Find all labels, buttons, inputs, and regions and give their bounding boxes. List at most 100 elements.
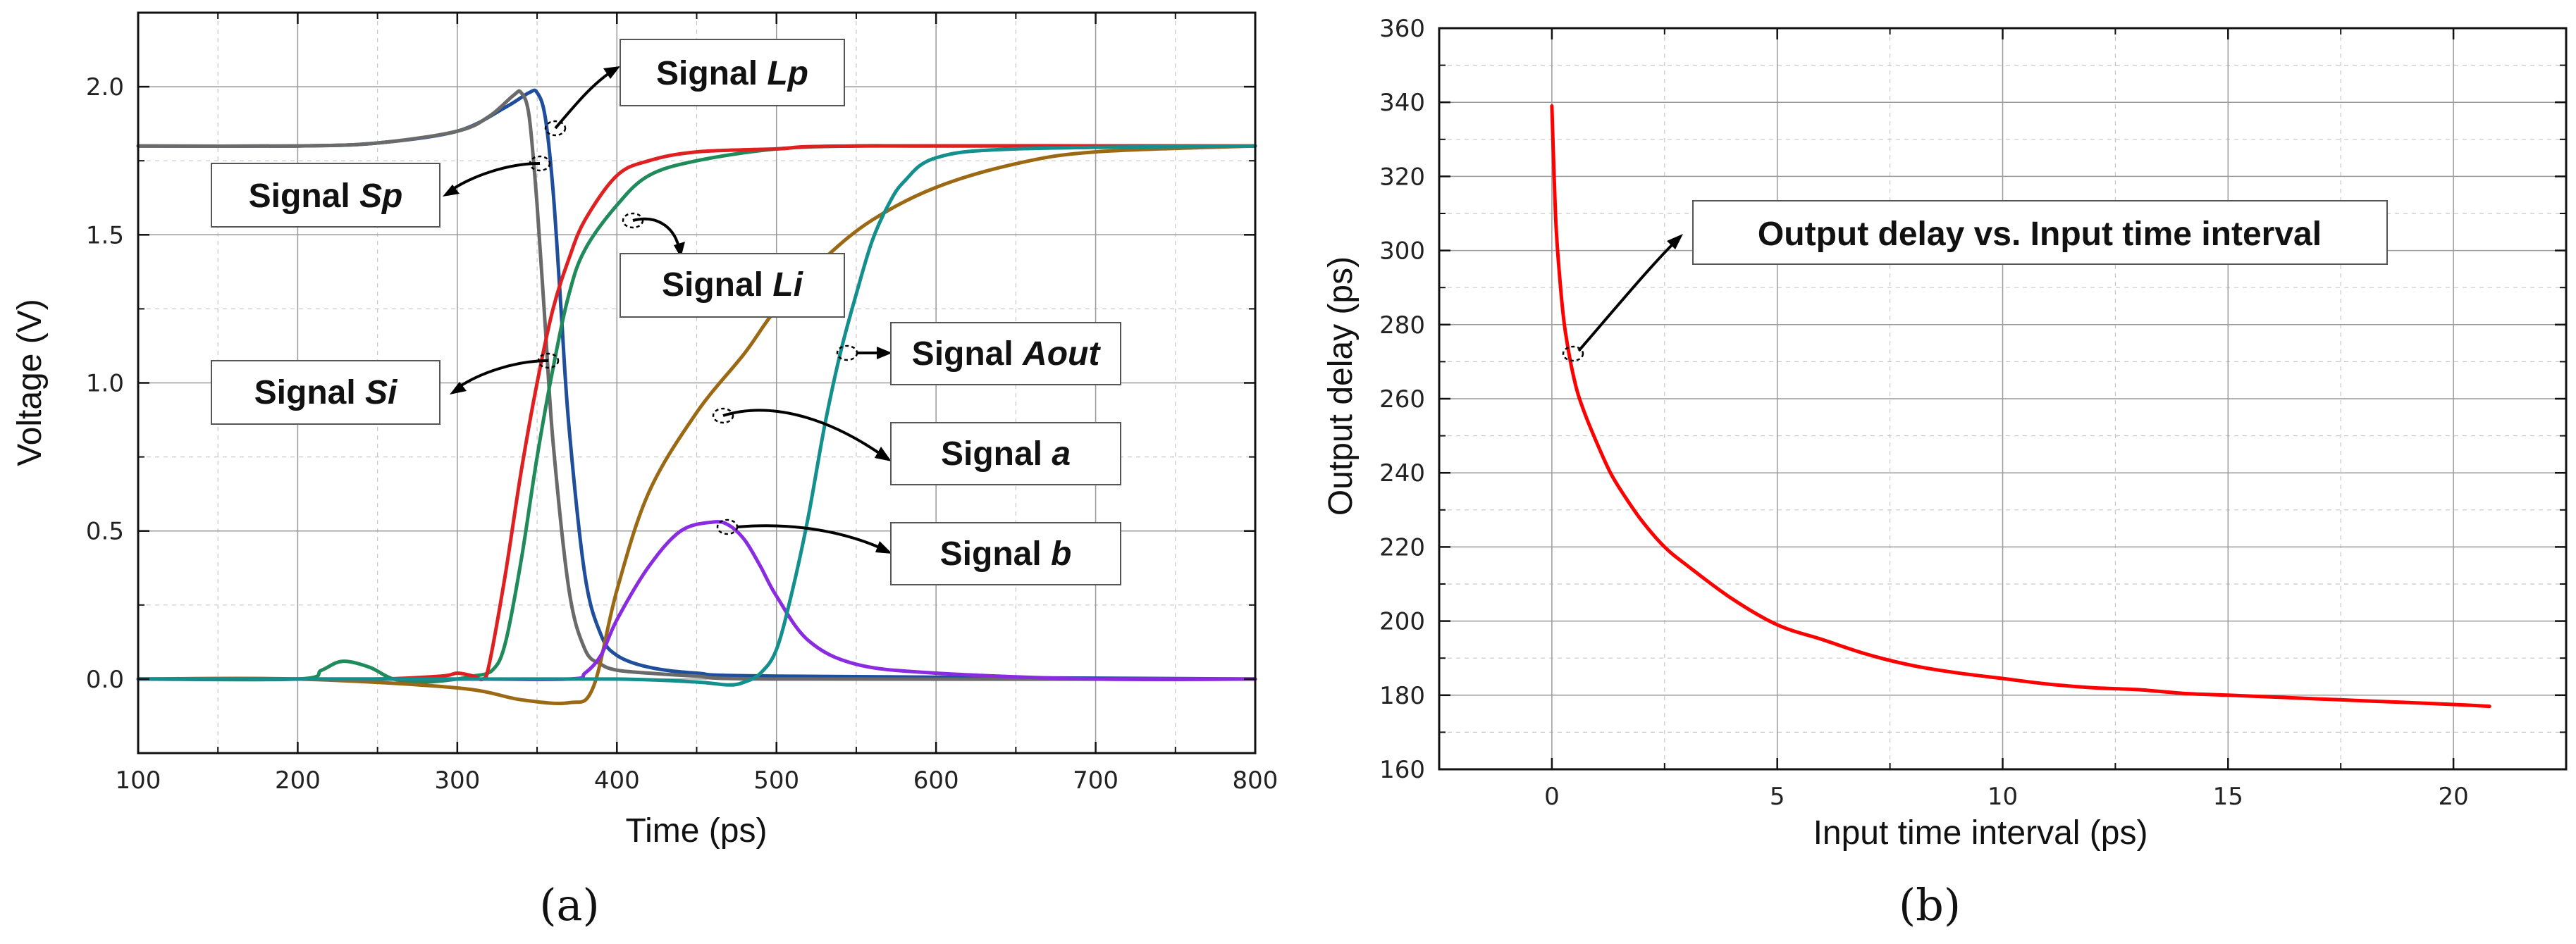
label-prefix: Signal <box>249 178 359 215</box>
label-box-b <box>890 522 1121 585</box>
label-name: Aout <box>1022 335 1101 373</box>
y-tick-label: 280 <box>1379 311 1425 340</box>
chart-b-grid <box>1439 28 2566 769</box>
x-tick-label: 800 <box>1233 766 1278 795</box>
label-name: b <box>1051 535 1071 573</box>
annotation-signal-sp: Signal Sp <box>211 155 551 228</box>
arrowhead-b <box>875 541 892 554</box>
marker-ellipse-lp <box>544 120 567 137</box>
arrowhead-si <box>450 382 467 395</box>
label-box-a <box>890 422 1121 485</box>
label-prefix: Signal <box>254 374 365 411</box>
label-prefix: Signal <box>662 266 772 304</box>
x-tick-label: 500 <box>753 766 799 795</box>
x-tick-label: 400 <box>594 766 640 795</box>
arrowhead-li <box>674 242 685 258</box>
label-prefix: Signal <box>656 55 767 92</box>
y-tick-label: 2.0 <box>86 73 124 101</box>
y-tick-label: 200 <box>1379 608 1425 636</box>
arrow-a <box>722 409 882 456</box>
arrow-delay <box>1577 242 1675 352</box>
arrow-li <box>632 217 680 247</box>
y-tick-label: 160 <box>1379 756 1425 784</box>
y-tick-label: 300 <box>1379 237 1425 266</box>
arrowhead-a <box>875 447 892 461</box>
label-name: Sp <box>359 178 402 215</box>
chart-b-series <box>1550 104 2491 709</box>
marker-ellipse-delay <box>1562 345 1584 362</box>
y-tick-label: 180 <box>1379 682 1425 710</box>
label-signal-lp: Signal Lp <box>656 55 808 92</box>
chart-b-tick-labels: 0 5 10 15 20 160 180 200 220 240 260 280 300 320 340 36… <box>1379 15 2469 811</box>
annotation-output-delay: Output delay vs. Input time interval <box>1562 200 2388 362</box>
x-tick-label: 15 <box>2213 783 2243 811</box>
label-signal-li: Signal Li <box>662 266 804 304</box>
y-tick-label: 260 <box>1379 385 1425 414</box>
arrowhead-delay <box>1667 234 1683 249</box>
arrowhead-sp <box>443 185 460 197</box>
annotation-signal-b: Signal b <box>716 518 1121 585</box>
chart-b-panel-label: (b) <box>1899 879 1961 931</box>
label-box-delay <box>1692 200 2388 265</box>
x-tick-label: 0 <box>1544 783 1560 811</box>
x-tick-label: 700 <box>1073 766 1118 795</box>
chart-a-series <box>136 88 1257 706</box>
label-prefix: Signal <box>941 435 1052 473</box>
label-box-sp <box>211 163 440 228</box>
chart-b-ticks <box>1439 27 2566 771</box>
y-tick-label: 1.5 <box>86 221 124 249</box>
annotation-signal-li: Signal Li <box>620 212 845 318</box>
label-signal-a: Signal a <box>941 435 1071 473</box>
y-tick-label: 220 <box>1379 533 1425 561</box>
arrow-sp <box>450 162 541 192</box>
y-tick-label: 1.0 <box>86 370 124 398</box>
y-tick-label: 340 <box>1379 89 1425 117</box>
chart-a: 100 200 300 400 500 600 700 8000.00.51.01.52.0 … <box>11 11 1278 931</box>
arrow-lp <box>554 70 612 130</box>
label-signal-sp: Signal Sp <box>249 178 403 215</box>
label-name: a <box>1052 435 1071 473</box>
arrowhead-aout <box>877 347 892 359</box>
chart-a-ticks <box>137 13 1257 753</box>
arrow-b <box>737 524 882 549</box>
marker-ellipse-li <box>622 212 644 229</box>
y-tick-label: 0.0 <box>86 666 124 694</box>
label-signal-si: Signal Si <box>254 374 398 411</box>
chart-b-y-axis-label: Output delay (ps) <box>1322 256 1360 516</box>
series-line-output-delay-vs-input-time-interval <box>1550 104 2491 709</box>
label-prefix: Signal <box>912 335 1023 373</box>
label-output-delay: Output delay vs. Input time interval <box>1758 216 2322 253</box>
label-box-li <box>620 253 845 318</box>
y-tick-label: 0.5 <box>86 518 124 546</box>
arrow-si <box>457 359 549 389</box>
label-box-lp <box>620 39 845 106</box>
chart-a-panel-label: (a) <box>539 879 599 931</box>
y-tick-label: 320 <box>1379 163 1425 191</box>
y-tick-label: 360 <box>1379 15 1425 43</box>
series-line-signal-si <box>136 144 1257 682</box>
x-tick-label: 600 <box>913 766 959 795</box>
label-prefix: Signal <box>940 535 1051 573</box>
chart-a-tick-labels: 100 200 300 400 500 600 700 800 0.0 0.5 1.0 1.5 2.0 <box>86 73 1278 795</box>
label-name: Li <box>772 266 803 304</box>
y-tick-label: 240 <box>1379 459 1425 487</box>
label-name: Si <box>365 374 398 411</box>
annotation-signal-aout: Signal Aout <box>836 322 1121 385</box>
label-box-si <box>211 360 440 425</box>
annotation-signal-a: Signal a <box>712 407 1121 485</box>
chart-a-x-axis-label: Time (ps) <box>626 812 768 850</box>
chart-b: 0 5 10 15 20 160 180 200 220 240 260 280 300 320 340 36… <box>1322 15 2568 931</box>
label-signal-aout: Signal Aout <box>912 335 1102 373</box>
x-tick-label: 20 <box>2438 783 2468 811</box>
x-tick-label: 100 <box>116 766 161 795</box>
label-name: Lp <box>767 55 808 92</box>
arrowhead-lp <box>603 66 620 79</box>
x-tick-label: 300 <box>434 766 480 795</box>
x-tick-label: 200 <box>275 766 321 795</box>
chart-b-x-axis-label: Input time interval (ps) <box>1813 814 2148 852</box>
series-line-signal-a <box>136 144 1257 706</box>
label-signal-b: Signal b <box>940 535 1072 573</box>
label-box-aout <box>890 322 1121 385</box>
series-line-signal-aout <box>136 144 1257 687</box>
